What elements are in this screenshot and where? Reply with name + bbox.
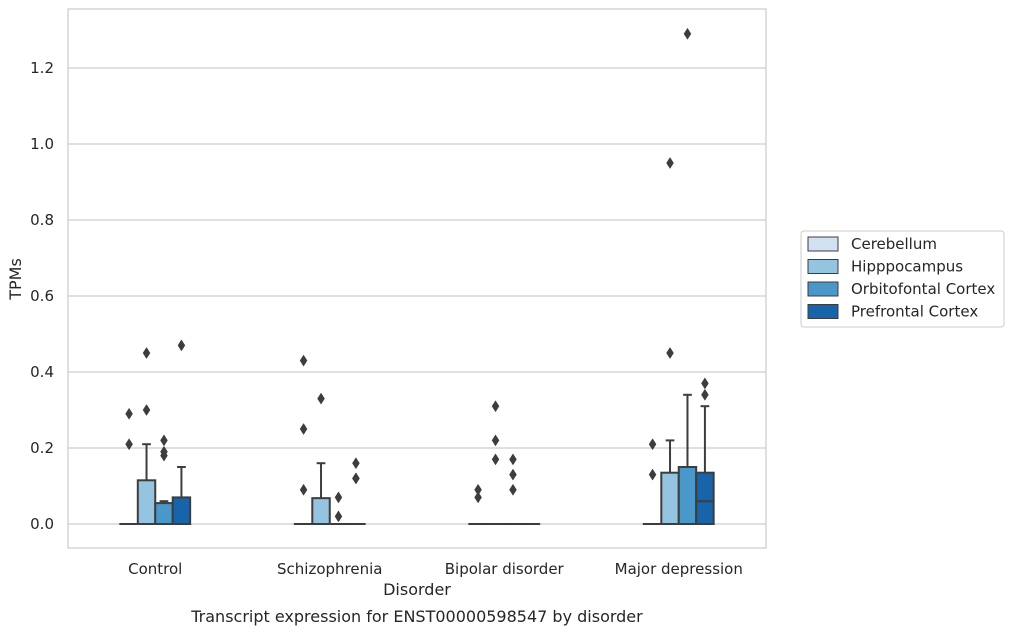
- y-tick-label: 0.0: [30, 515, 54, 533]
- legend-label: Cerebellum: [851, 235, 937, 253]
- y-tick-label: 0.4: [30, 363, 54, 381]
- legend-swatch: [807, 281, 839, 297]
- outlier-point: [509, 453, 517, 466]
- plot-area-frame: [67, 8, 767, 549]
- box: [136, 479, 157, 525]
- y-tick-label: 0.8: [30, 211, 54, 229]
- legend-frame: [800, 230, 1005, 328]
- outlier-point: [142, 347, 151, 359]
- outlier-point: [666, 157, 674, 169]
- outlier-point: [491, 400, 500, 413]
- y-axis-title: TPMs: [6, 258, 25, 301]
- outlier-point: [648, 438, 657, 451]
- outlier-point: [352, 457, 360, 470]
- box-series: [119, 27, 715, 526]
- box: [677, 466, 698, 525]
- y-tick-label: 0.2: [30, 439, 54, 457]
- series-hipppocampus: [136, 157, 680, 526]
- legend: Cerebellum Hipppocampus Orbitofontal Corte…: [800, 230, 1005, 328]
- y-tick-label: 1.2: [30, 59, 54, 77]
- outlier-point: [177, 339, 186, 352]
- box: [311, 497, 331, 526]
- outlier-point: [701, 377, 709, 390]
- x-tick-labels: Control Schizophrenia Bipolar disorder Majo…: [128, 560, 743, 578]
- x-tick-label: Major depression: [615, 560, 743, 578]
- box: [154, 502, 174, 526]
- outlier-point: [160, 434, 168, 447]
- chart-caption: Transcript expression for ENST0000059854…: [190, 607, 643, 626]
- outlier-point: [491, 434, 500, 447]
- legend-label: Prefrontal Cortex: [851, 303, 978, 321]
- outlier-point: [299, 354, 308, 367]
- outlier-point: [160, 445, 168, 458]
- outlier-point: [509, 483, 517, 496]
- legend-label: Orbitofontal Cortex: [851, 280, 995, 298]
- outlier-point: [474, 491, 482, 504]
- legend-label: Hipppocampus: [851, 258, 963, 276]
- series-cerebellum: [119, 354, 663, 526]
- outlier-point: [125, 438, 133, 451]
- outlier-point: [474, 483, 482, 496]
- legend-swatch: [807, 236, 839, 252]
- outlier-point: [666, 347, 674, 359]
- y-tick-labels: 0.0 0.2 0.4 0.6 0.8 1.0 1.2: [30, 59, 54, 533]
- series-orbitofontal-cortex: [154, 27, 698, 526]
- outlier-point: [125, 407, 133, 420]
- outlier-point: [299, 423, 308, 435]
- outlier-point: [317, 392, 325, 405]
- outlier-point: [334, 510, 343, 523]
- series-prefrontal-cortex: [171, 339, 715, 526]
- box: [695, 471, 715, 526]
- outlier-point: [491, 453, 500, 466]
- outlier-point: [701, 388, 709, 401]
- outlier-point: [142, 404, 151, 416]
- outlier-point: [509, 468, 517, 481]
- outlier-point: [648, 468, 657, 481]
- y-tick-label: 1.0: [30, 135, 54, 153]
- x-tick-label: Control: [128, 560, 182, 578]
- box: [660, 471, 680, 526]
- legend-swatch: [807, 259, 839, 274]
- legend-swatch: [807, 304, 839, 319]
- x-tick-label: Bipolar disorder: [445, 560, 565, 578]
- box: [171, 496, 192, 525]
- outlier-point: [352, 472, 360, 485]
- x-tick-label: Schizophrenia: [277, 560, 382, 578]
- outlier-point: [299, 483, 308, 496]
- outlier-point: [683, 27, 692, 40]
- x-axis-title: Disorder: [383, 580, 451, 599]
- outlier-point: [334, 491, 343, 504]
- grid-lines: [68, 67, 766, 525]
- y-tick-label: 0.6: [30, 287, 54, 305]
